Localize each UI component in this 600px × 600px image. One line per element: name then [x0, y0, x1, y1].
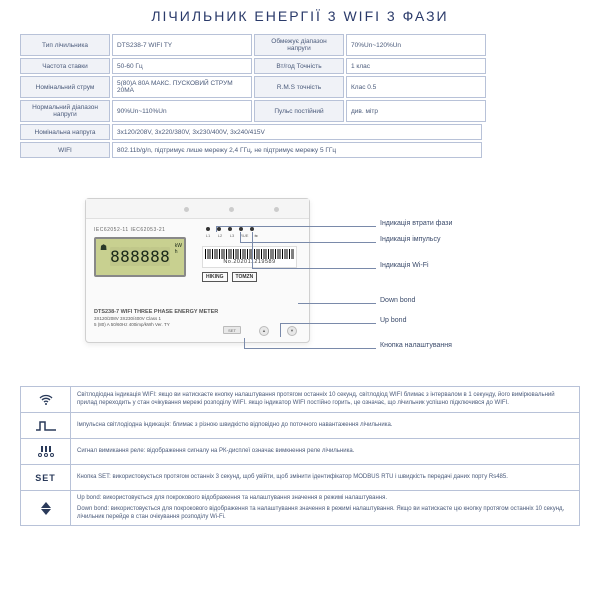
spec-value: 90%Un~110%Un — [112, 100, 252, 122]
spec-label: Номінальний струм — [20, 76, 110, 98]
device-body: IEC62052-11 IEC62053-21 ☗ 888888 kWh L1L… — [85, 198, 310, 343]
legend-table: Світлодіодна індикація WIFI: якщо ви нат… — [20, 386, 580, 526]
up-button: ▲ — [259, 326, 269, 336]
legend-text: Сигнал вимикання реле: відображення сигн… — [71, 439, 579, 464]
spec-label: Обмежує діапазон напруги — [254, 34, 344, 56]
spec-value: 1 клас — [346, 58, 486, 74]
spec-value: Клас 0.5 — [346, 76, 486, 98]
set-icon: SET — [21, 465, 71, 490]
led-row — [206, 227, 303, 231]
callout-down-bond: Down bond — [380, 297, 415, 304]
legend-row: Світлодіодна індикація WIFI: якщо ви нат… — [20, 387, 580, 413]
spec-label: Пульс постійний — [254, 100, 344, 122]
spec-label: Вт/год Точність — [254, 58, 344, 74]
spec-value: див. мітр — [346, 100, 486, 122]
spec-label: Номінальна напруга — [20, 124, 110, 140]
page-title: ЛІЧИЛЬНИК ЕНЕРГІЇ 3 WIFI 3 ФАЗИ — [20, 8, 580, 24]
pulse-icon — [21, 413, 71, 438]
spec-value: DTS238-7 WIFI TY — [112, 34, 252, 56]
iec-label: IEC62052-11 IEC62053-21 — [94, 227, 188, 233]
legend-text: Світлодіодна індикація WIFI: якщо ви нат… — [71, 387, 579, 412]
led-labels: L1L2L3RUE⇆ — [204, 233, 303, 238]
spec-label: WIFI — [20, 142, 110, 158]
callout-config-button: Кнопка налаштування — [380, 342, 452, 349]
spec-value: 3x120/208V, 3x220/380V, 3x230/400V, 3x24… — [112, 124, 482, 140]
brand-row: HIKING TOMZN — [202, 272, 303, 282]
lcd-unit: kWh — [175, 243, 182, 255]
spec-value: 70%Un~120%Un — [346, 34, 486, 56]
device-diagram: IEC62052-11 IEC62053-21 ☗ 888888 kWh L1L… — [20, 168, 580, 378]
callout-phase-loss: Індикація втрати фази — [380, 220, 452, 227]
barcode: No.202011219589 — [202, 246, 297, 268]
legend-row: Імпульсна світлодіодна індикація: блимає… — [20, 413, 580, 439]
spec-table: Тип лічильника DTS238-7 WIFI TY Обмежує … — [20, 34, 580, 158]
legend-row: Up bond: використовується для покроковог… — [20, 491, 580, 526]
lcd-digits: 888888 — [110, 247, 170, 266]
spec-value: 5(80)A 80A МАКС. ПУСКОВИЙ СТРУМ 20МА — [112, 76, 252, 98]
legend-text: Up bond: використовується для покроковог… — [71, 491, 579, 525]
wifi-icon — [21, 387, 71, 412]
antenna-icon: ☗ — [100, 243, 107, 252]
callout-up-bond: Up bond — [380, 317, 406, 324]
spec-value: 802.11b/g/n, підтримує лише мережу 2,4 Г… — [112, 142, 482, 158]
callout-impulse: Індикація імпульсу — [380, 236, 440, 243]
legend-row: Сигнал вимикання реле: відображення сигн… — [20, 439, 580, 465]
spec-label: R.M.S точність — [254, 76, 344, 98]
callout-wifi: Індикація Wi-Fi — [380, 262, 429, 269]
lcd-screen: ☗ 888888 kWh — [94, 237, 186, 277]
infographic-page: ЛІЧИЛЬНИК ЕНЕРГІЇ 3 WIFI 3 ФАЗИ Тип лічи… — [0, 0, 600, 534]
brand-hiking: HIKING — [202, 272, 228, 282]
spec-label: Нормальний діапазон напруги — [20, 100, 110, 122]
relay-icon — [21, 439, 71, 464]
set-button: SET — [223, 326, 241, 334]
device-info: DTS238-7 WIFI THREE PHASE ENERGY METER 3… — [86, 309, 309, 328]
brand-tomzn: TOMZN — [232, 272, 258, 282]
spec-value: 50-60 Гц — [112, 58, 252, 74]
legend-row: SET Кнопка SET: використовується протяго… — [20, 465, 580, 491]
down-button: ▼ — [287, 326, 297, 336]
legend-text: Кнопка SET: використовується протягом ос… — [71, 465, 579, 490]
legend-text: Імпульсна світлодіодна індикація: блимає… — [71, 413, 579, 438]
spec-label: Частота ставки — [20, 58, 110, 74]
spec-label: Тип лічильника — [20, 34, 110, 56]
up-down-icon — [21, 491, 71, 525]
